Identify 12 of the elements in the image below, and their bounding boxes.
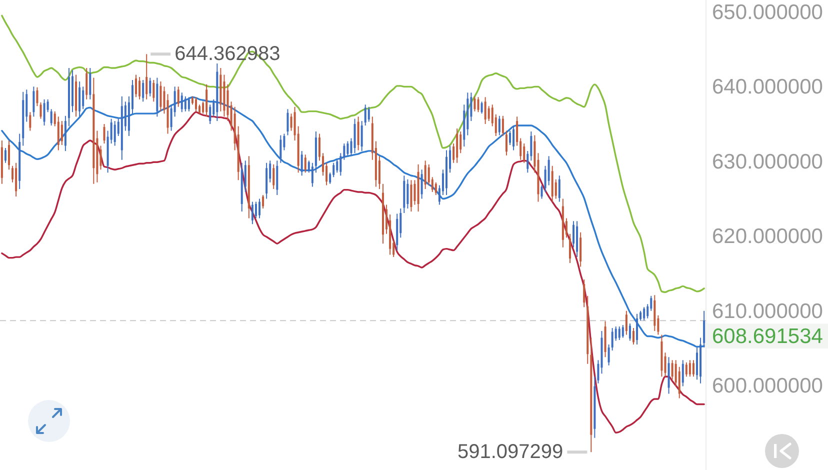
line-series bbox=[1, 14, 705, 294]
ref-line-label: 608.691534 bbox=[712, 324, 824, 348]
line-series bbox=[1, 96, 705, 348]
y-tick-label: 630.000000 bbox=[712, 150, 823, 173]
annotation: 591.097299 bbox=[457, 441, 564, 464]
line-series bbox=[1, 111, 705, 434]
y-tick-label: 600.000000 bbox=[712, 374, 823, 398]
annotation: 644.362983 bbox=[174, 43, 280, 66]
y-tick-label: 640.000000 bbox=[712, 75, 823, 98]
y-tick-label: 610.000000 bbox=[712, 299, 823, 322]
y-tick-label: 620.000000 bbox=[712, 224, 823, 248]
y-tick-label: 650.000000 bbox=[712, 0, 823, 24]
